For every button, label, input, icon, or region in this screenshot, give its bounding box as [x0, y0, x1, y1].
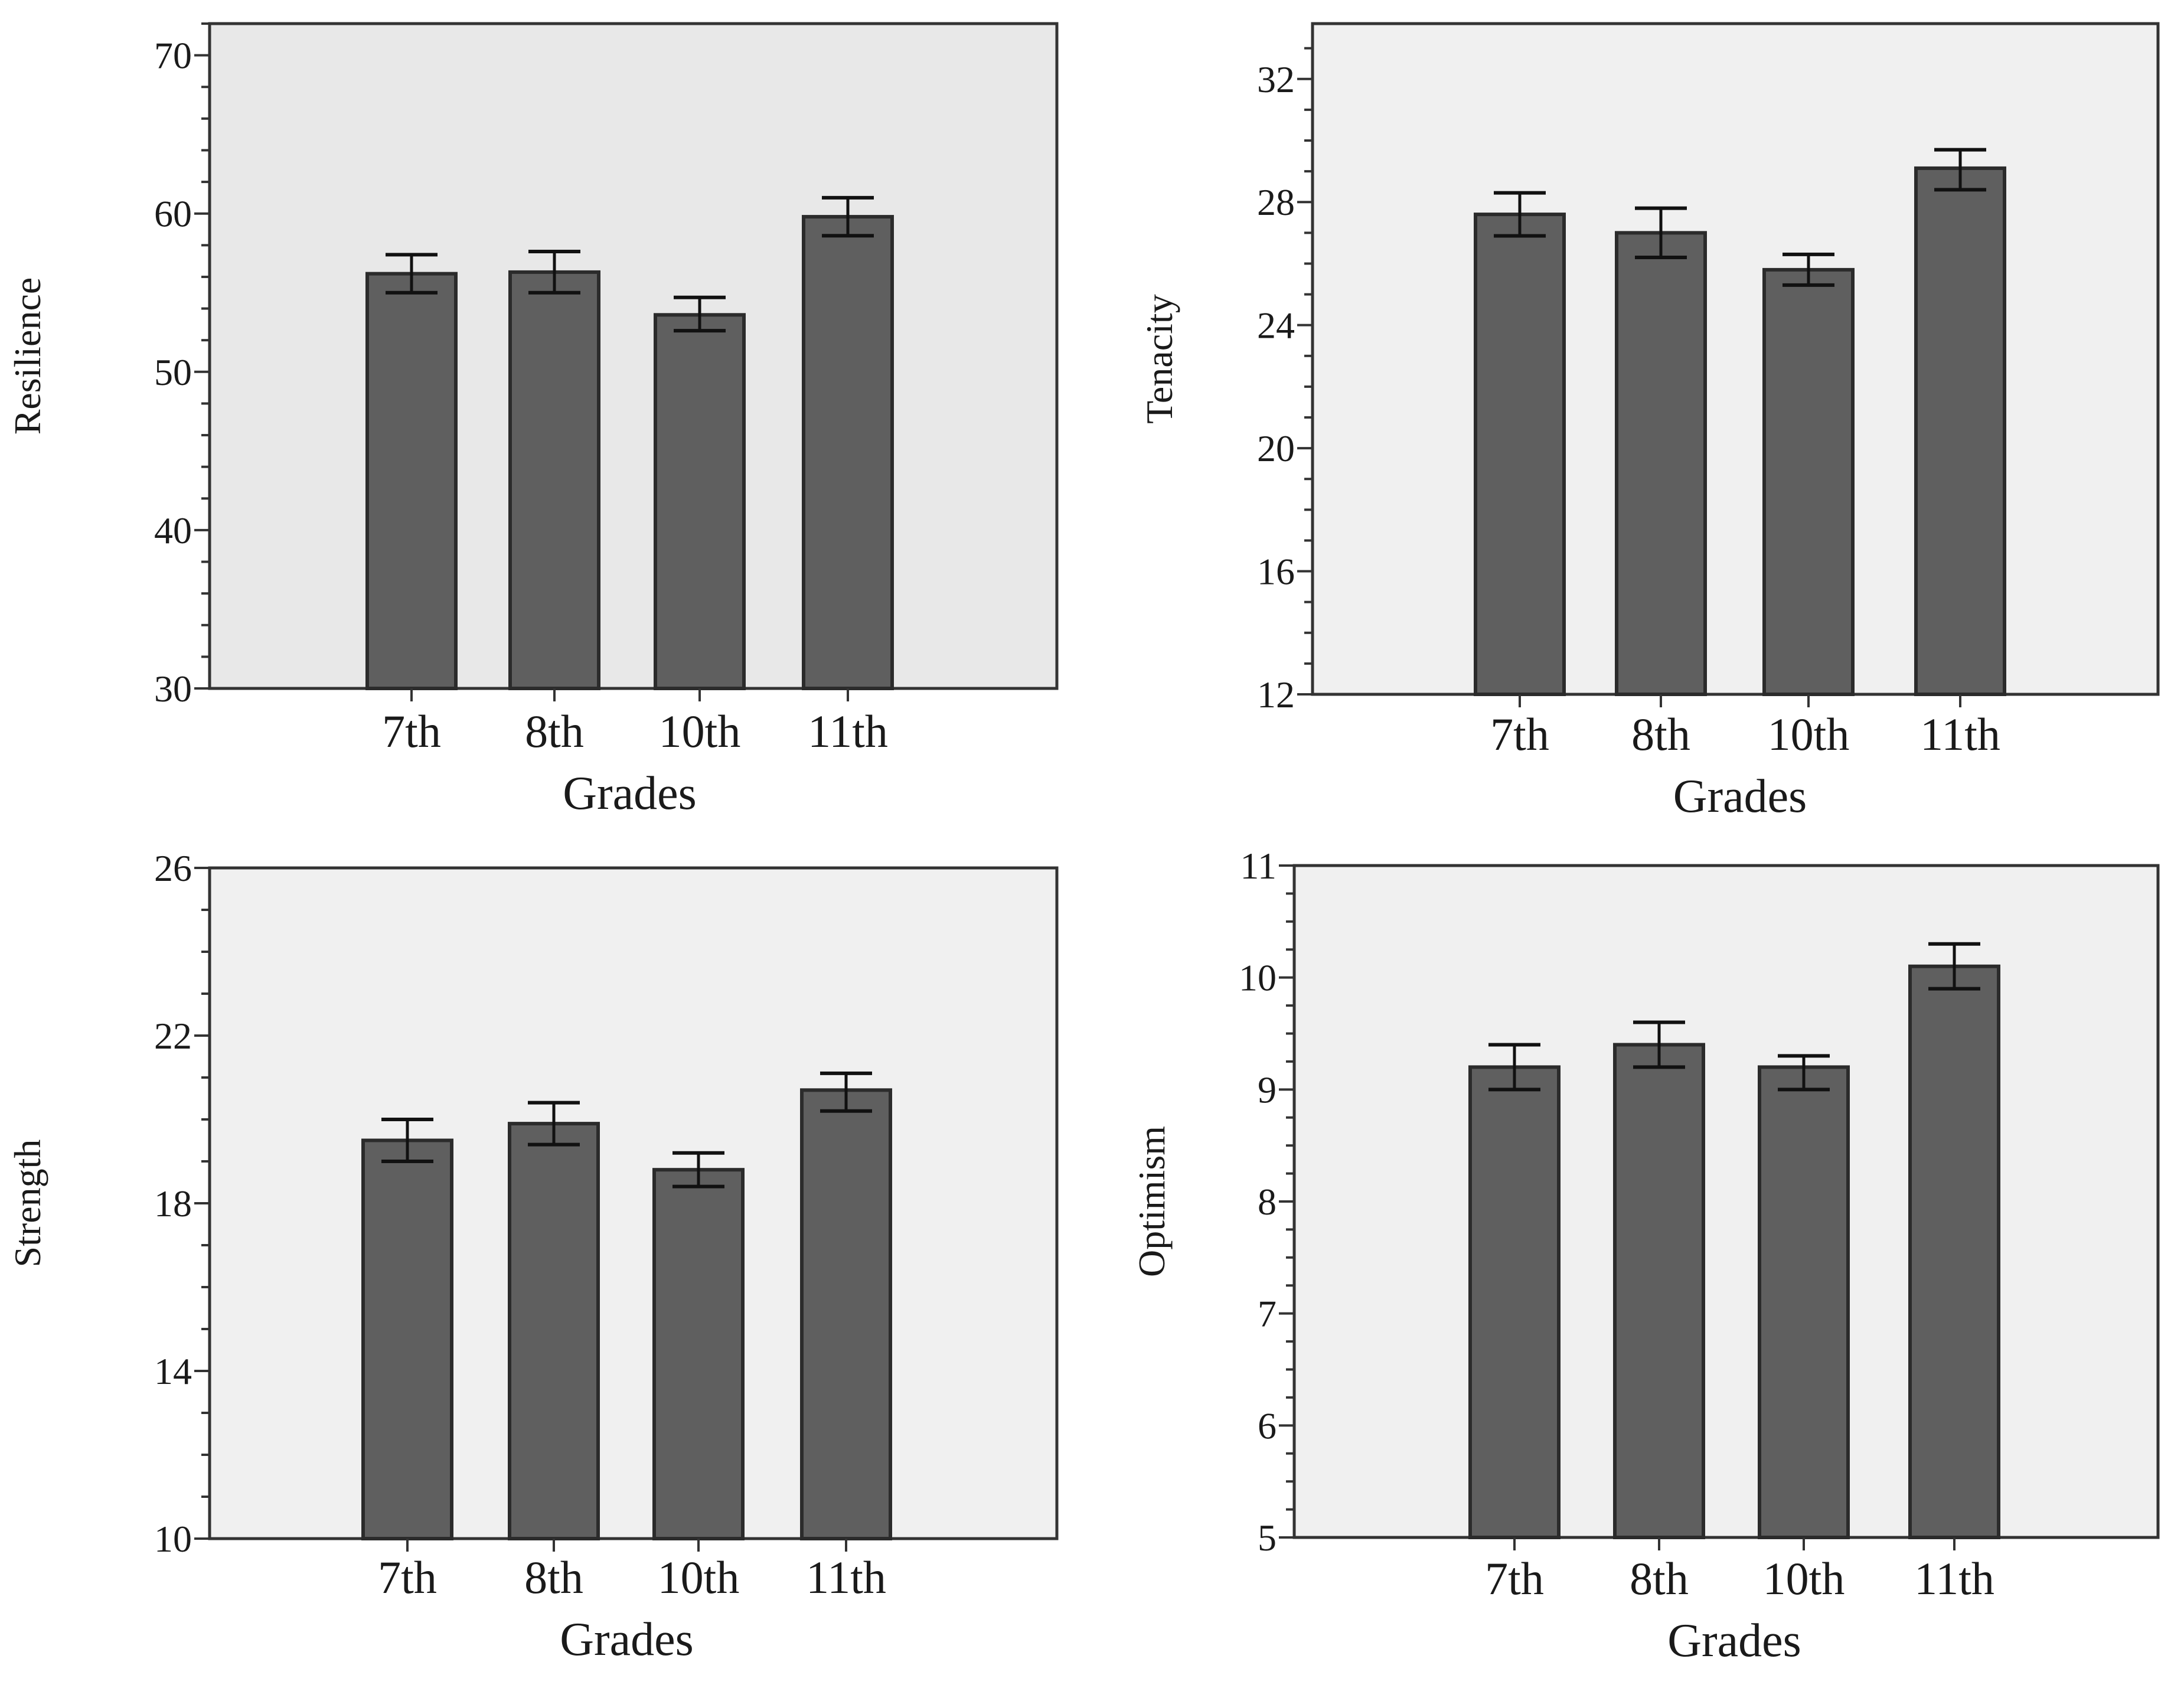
- chart-panel-top-right: 12 16 20 24 28 32 7th 8th 10th 11th Grades Tenacity: [1138, 22, 2160, 822]
- y-tick-label: 9: [1258, 1069, 1277, 1111]
- x-tick-label: 8th: [1630, 1553, 1689, 1604]
- bar-8th: [1615, 231, 1707, 696]
- y-tick-label: 24: [1257, 305, 1295, 347]
- bar-10th: [1758, 1065, 1850, 1539]
- y-tick-label: 22: [154, 1015, 192, 1057]
- x-axis-title: Grades: [1667, 1615, 1801, 1667]
- y-tick-label: 5: [1258, 1517, 1277, 1559]
- bar-10th: [652, 1168, 745, 1540]
- x-tick-label: 7th: [1490, 708, 1549, 760]
- chart-panel-top-left: 30 40 50 60 70 7th 8th 10th 11th Grades Resilience: [6, 22, 1059, 819]
- bar-8th: [1613, 1043, 1705, 1539]
- chart-panel-bottom-left: 10 14 18 22 26 7th 8th 10th 11th Grades Strength: [6, 847, 1059, 1666]
- y-tick-label: 6: [1258, 1405, 1277, 1447]
- x-axis-title: Grades: [563, 768, 697, 819]
- y-tick-label: 28: [1257, 181, 1295, 223]
- y-tick-label: 50: [154, 351, 192, 393]
- bar-8th: [508, 1122, 600, 1540]
- y-tick-label: 60: [154, 193, 192, 235]
- y-tick-label: 7: [1258, 1293, 1277, 1335]
- plot-area: [208, 22, 1059, 690]
- plot-area: [208, 866, 1059, 1540]
- chart-panel-bottom-right: 5 6 7 8 9 10 11 7th 8th 10th 11th Grades Optimism: [1131, 845, 2160, 1667]
- x-tick-label: 8th: [524, 1552, 583, 1603]
- y-tick-label: 40: [154, 510, 192, 551]
- x-tick-label: 8th: [1631, 708, 1690, 760]
- plot-area: [1311, 22, 2160, 696]
- x-axis-title: Grades: [560, 1614, 694, 1666]
- y-axis-title: Tenacity: [1138, 294, 1180, 423]
- y-tick-label: 10: [1239, 957, 1277, 999]
- x-tick-label: 7th: [378, 1552, 437, 1603]
- plot-area: [1292, 864, 2160, 1539]
- x-tick-label: 10th: [1768, 708, 1850, 760]
- y-tick-label: 12: [1257, 674, 1295, 716]
- bar-8th: [508, 270, 600, 690]
- y-tick-label: 30: [154, 668, 192, 710]
- bar-11th: [802, 215, 894, 691]
- y-tick-label: 10: [154, 1518, 192, 1560]
- x-tick-label: 8th: [525, 706, 584, 757]
- x-tick-label: 11th: [1920, 708, 2000, 760]
- bar-11th: [1914, 166, 2006, 696]
- y-tick-label: 70: [154, 35, 192, 77]
- y-axis-title: Strength: [6, 1140, 48, 1268]
- bar-11th: [800, 1088, 892, 1541]
- bar-10th: [654, 313, 746, 690]
- x-tick-label: 7th: [382, 706, 441, 757]
- y-tick-label: 18: [154, 1183, 192, 1225]
- y-axis-title: Optimism: [1131, 1126, 1173, 1277]
- x-axis-title: Grades: [1673, 770, 1807, 822]
- bar-10th: [1762, 267, 1855, 696]
- y-tick-label: 32: [1257, 58, 1295, 100]
- bar-7th: [1474, 213, 1566, 696]
- y-tick-label: 26: [154, 847, 192, 889]
- bar-7th: [361, 1138, 453, 1540]
- x-tick-label: 10th: [659, 706, 741, 757]
- bar-7th: [1468, 1065, 1561, 1539]
- y-tick-label: 8: [1258, 1181, 1277, 1223]
- y-tick-label: 20: [1257, 427, 1295, 469]
- y-tick-label: 11: [1240, 845, 1277, 887]
- x-tick-label: 10th: [658, 1552, 740, 1603]
- y-axis-title: Resilience: [6, 277, 48, 435]
- x-tick-label: 11th: [808, 706, 888, 757]
- bar-7th: [365, 272, 458, 691]
- bar-11th: [1908, 964, 2000, 1539]
- x-tick-label: 11th: [806, 1552, 886, 1603]
- x-tick-label: 10th: [1763, 1553, 1845, 1604]
- x-tick-label: 11th: [1914, 1553, 1994, 1604]
- x-tick-label: 7th: [1485, 1553, 1544, 1604]
- y-tick-label: 16: [1257, 551, 1295, 593]
- y-tick-label: 14: [154, 1350, 192, 1392]
